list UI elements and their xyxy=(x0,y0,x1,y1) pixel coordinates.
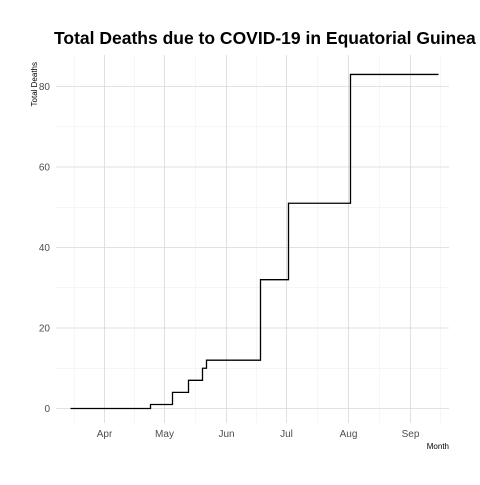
y-tick-label: 0 xyxy=(44,404,50,415)
x-axis-label: Month xyxy=(427,442,449,451)
x-tick-label: Apr xyxy=(97,429,113,440)
y-tick-label: 40 xyxy=(39,243,51,254)
y-tick-label: 20 xyxy=(39,324,51,335)
x-tick-label: Jun xyxy=(218,429,234,440)
y-tick-label: 60 xyxy=(39,163,51,174)
y-axis-label: Total Deaths xyxy=(30,62,39,106)
y-tick-label: 80 xyxy=(39,82,51,93)
x-tick-label: Jul xyxy=(280,429,293,440)
tick-label-layer: 0 20 40 60 80 Apr May Jun Jul Aug Sep xyxy=(39,82,420,440)
series-layer xyxy=(70,73,439,410)
chart-title: Total Deaths due to COVID-19 in Equatori… xyxy=(54,28,476,48)
series-line-total-deaths xyxy=(70,73,439,410)
grid-layer xyxy=(56,55,449,423)
x-tick-label: Sep xyxy=(402,429,420,440)
x-tick-label: Aug xyxy=(340,429,358,440)
x-tick-label: May xyxy=(155,429,174,440)
